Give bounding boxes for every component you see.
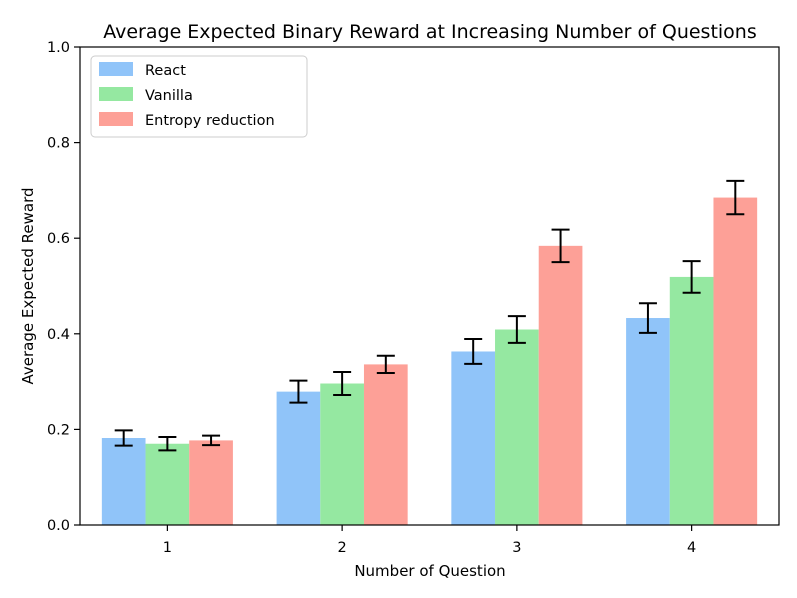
y-tick-label: 0.2 (47, 422, 70, 438)
axes-frame (79, 46, 780, 526)
bar-vanilla-q4 (669, 276, 714, 525)
legend-box (90, 55, 308, 138)
error-bar (507, 315, 526, 344)
bar-entropy-reduction-q2 (363, 364, 408, 525)
bar-react-q1 (101, 438, 146, 525)
error-bar (638, 302, 657, 334)
bar-vanilla-q3 (495, 329, 539, 525)
chart-title: Average Expected Binary Reward at Increa… (103, 21, 757, 43)
x-tick-label: 1 (163, 540, 172, 556)
legend-label: React (145, 63, 186, 79)
bar-entropy-reduction-q4 (713, 197, 758, 525)
error-bar (114, 429, 133, 447)
legend: React Vanilla Entropy reduction (90, 55, 308, 138)
error-bar (289, 379, 308, 404)
error-bar (333, 371, 352, 396)
x-tick-label: 2 (338, 540, 347, 556)
y-tick-label: 0.8 (47, 136, 70, 152)
bar-vanilla-q1 (145, 443, 190, 525)
legend-swatch (99, 87, 133, 101)
x-tick-label: 4 (687, 540, 696, 556)
bar-react-q2 (276, 391, 321, 525)
error-bar (202, 434, 221, 447)
error-bar (376, 354, 395, 374)
legend-label: Vanilla (145, 88, 193, 104)
bar-entropy-reduction-q1 (189, 440, 233, 525)
error-bar (464, 338, 483, 365)
bar-vanilla-q2 (320, 383, 364, 525)
bar-react-q4 (626, 318, 670, 525)
plot-area: 0.0 0.2 0.4 0.6 0.8 1.0 1 2 3 4 (47, 40, 780, 556)
error-bar (726, 179, 745, 216)
y-tick-label: 1.0 (47, 40, 70, 56)
error-bar (551, 228, 570, 264)
legend-swatch (99, 112, 133, 126)
x-tick-label: 3 (512, 540, 521, 556)
y-tick-label: 0.6 (47, 231, 70, 247)
error-bar (682, 260, 701, 294)
y-tick-label: 0.4 (47, 327, 70, 343)
y-axis-label: Average Expected Reward (19, 188, 37, 385)
error-bar (158, 436, 177, 452)
bar-entropy-reduction-q3 (538, 245, 583, 525)
legend-swatch (99, 62, 133, 76)
legend-label: Entropy reduction (145, 113, 275, 129)
bar-react-q3 (451, 351, 496, 525)
y-tick-label: 0.0 (47, 518, 70, 534)
x-axis-label: Number of Question (354, 562, 505, 580)
